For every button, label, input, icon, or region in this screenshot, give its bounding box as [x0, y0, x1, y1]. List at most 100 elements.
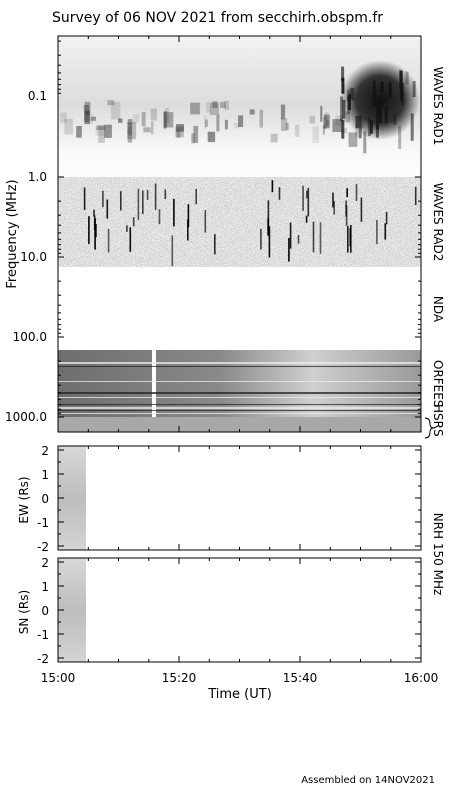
rad1-streak — [358, 115, 362, 139]
rad1-streak — [76, 126, 82, 138]
rad1-streak — [164, 108, 170, 124]
rad1-streak — [204, 116, 207, 129]
rad2-burst-line — [195, 188, 197, 205]
rad2-burst-line — [414, 186, 417, 206]
rad1-streak — [380, 81, 384, 92]
rad1-streak — [127, 122, 137, 140]
rad2-burst-line — [306, 190, 308, 199]
rad1-streak — [399, 70, 403, 101]
rad1-streak — [133, 114, 140, 123]
rad2-burst-line — [173, 198, 175, 227]
rad1-streak — [323, 114, 330, 129]
rad1-streak — [351, 88, 355, 101]
orfees-line — [58, 362, 421, 364]
nrh-ew-y-tick: 1 — [41, 468, 49, 482]
rad2-burst-line — [137, 188, 140, 220]
rad1-streak — [410, 113, 414, 141]
rad2-burst-line — [187, 204, 190, 228]
rad1-streak — [84, 110, 90, 125]
rad1-streak — [209, 102, 219, 115]
rad1-streak — [110, 101, 121, 120]
orfees-line — [58, 366, 421, 367]
orfees-line — [58, 397, 421, 398]
rad2-burst-line — [171, 235, 174, 267]
rad2-burst-line — [305, 215, 308, 223]
nrh-sn-y-tick: 0 — [41, 604, 49, 618]
nrh-ew-y-tick: -1 — [37, 516, 49, 530]
rad2-burst-line — [267, 200, 270, 229]
rad1-streak — [224, 100, 229, 110]
rad2-burst-line — [302, 185, 304, 211]
rad1-streak — [384, 106, 388, 124]
rad1-streak — [322, 125, 326, 135]
orfees-line — [58, 404, 421, 405]
orfees-gap — [152, 350, 156, 417]
rad2-burst-line — [319, 222, 322, 254]
rad2-burst-line — [83, 187, 86, 211]
rad1-streak — [388, 82, 392, 98]
rad2-burst-line — [332, 192, 334, 208]
nrh-sn-y-tick: 1 — [41, 580, 49, 594]
rad1-streak — [191, 133, 195, 144]
nrh-ew-y-tick: 0 — [41, 492, 49, 506]
rad1-streak — [128, 123, 132, 136]
rad1-streak — [295, 124, 300, 137]
spectrum-y-tick: 1000.0 — [5, 410, 47, 424]
rad1-streak — [163, 112, 174, 128]
rad1-streak — [163, 111, 168, 129]
rad1-streak — [323, 116, 328, 129]
rad1-streak — [163, 112, 167, 130]
orfees-band — [58, 350, 421, 417]
spectrum-y-tick: 1.0 — [28, 170, 47, 184]
rad2-burst-line — [360, 197, 363, 222]
nrh-ew-frame — [57, 445, 422, 551]
rad1-streak — [205, 119, 208, 127]
rad1-streak — [104, 124, 112, 138]
hsrs-brace — [424, 417, 435, 439]
rad1-streak — [309, 115, 315, 124]
nrh-sn-y-tick: -2 — [37, 652, 49, 666]
spectrum-ticks — [57, 36, 422, 432]
rad2-burst-line — [95, 223, 97, 238]
rad1-streak — [216, 114, 220, 132]
instrument-label-rad2: WAVES RAD2 — [431, 183, 445, 262]
rad1-streak — [367, 116, 371, 137]
rad1-streak — [340, 96, 343, 121]
rad1-streak — [118, 118, 123, 123]
rad2-burst-line — [271, 180, 274, 193]
rad1-streak — [363, 131, 367, 154]
rad1-streak — [95, 127, 105, 136]
x-tick-label: 16:00 — [404, 671, 439, 685]
instrument-label-hsrs: HSRS — [431, 404, 445, 437]
rad1-streak — [193, 125, 199, 143]
rad2-burst-line — [349, 228, 351, 247]
spectrum-panel: 0.1 1.0 10.0 100.0 1000.0 Frequency (MHz… — [5, 35, 422, 433]
rad1-streak — [285, 122, 289, 130]
rad1-streak — [259, 109, 263, 128]
rad2-burst-line — [307, 188, 310, 217]
rad2-burst-line — [106, 199, 109, 219]
rad1-streak — [233, 123, 240, 129]
rad1-streak — [150, 121, 154, 135]
rad2-burst-line — [129, 227, 132, 252]
rad1-streak — [207, 131, 216, 143]
rad2-burst-line — [102, 190, 104, 208]
rad1-streak — [378, 102, 382, 123]
rad1-streak — [126, 129, 131, 134]
instrument-label-nrh: NRH 150 MHz — [431, 513, 445, 596]
rad2-burst-line — [288, 238, 290, 262]
nrh-sn-ticks — [57, 558, 422, 662]
rad1-streak — [393, 114, 397, 125]
rad1-streak — [369, 120, 373, 134]
spectrum-y-tick: 10.0 — [20, 250, 47, 264]
rad2-burst-line — [384, 223, 387, 240]
rad1-streak — [355, 116, 359, 129]
rad1-streak — [150, 108, 157, 121]
spectrum-y-tick: 0.1 — [28, 89, 47, 103]
rad1-streak — [320, 105, 323, 122]
rad1-streak — [355, 123, 359, 137]
rad2-burst-line — [132, 217, 135, 227]
rad1-streak — [335, 115, 345, 126]
rad2-burst-line — [164, 189, 167, 199]
